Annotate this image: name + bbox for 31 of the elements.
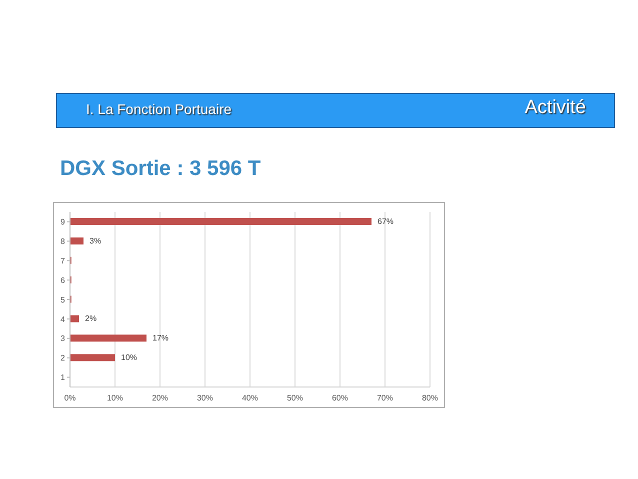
x-tick-label: 80%: [422, 394, 438, 403]
y-tick-label: 8: [60, 237, 66, 246]
data-label: 2%: [85, 314, 97, 324]
data-label: 10%: [121, 353, 138, 362]
x-tick-label: 60%: [332, 394, 348, 403]
x-tick-label: 70%: [376, 394, 394, 403]
bar: [70, 237, 84, 244]
bar: [70, 218, 372, 225]
x-tick-label: 30%: [196, 394, 214, 403]
y-tick-label: 4: [60, 314, 66, 324]
text: Activité: [524, 97, 586, 119]
y-tick-label: 9: [60, 218, 66, 227]
y-tick-label: 7: [60, 256, 66, 266]
x-tick-label: 0%: [64, 394, 76, 403]
y-tick-label: 6: [60, 276, 66, 285]
data-label: 67%: [378, 217, 394, 226]
x-tick-label: 50%: [286, 394, 304, 403]
y-tick-label: 2: [60, 354, 66, 363]
text: I. La Fonction Portuaire: [86, 101, 232, 117]
y-tick-label: 5: [60, 295, 66, 304]
bar: [70, 334, 146, 342]
bar: [70, 354, 115, 362]
data-label: 17%: [152, 334, 169, 343]
y-tick-label: 3: [60, 334, 66, 344]
x-tick-label: 10%: [106, 394, 124, 403]
data-label: 3%: [90, 236, 102, 246]
chart-title: DGX Sortie : 3 596 T: [60, 157, 261, 181]
bar: [70, 315, 79, 322]
y-tick-label: 1: [60, 373, 66, 382]
x-tick-label: 40%: [242, 394, 258, 403]
x-tick-label: 20%: [152, 394, 168, 403]
